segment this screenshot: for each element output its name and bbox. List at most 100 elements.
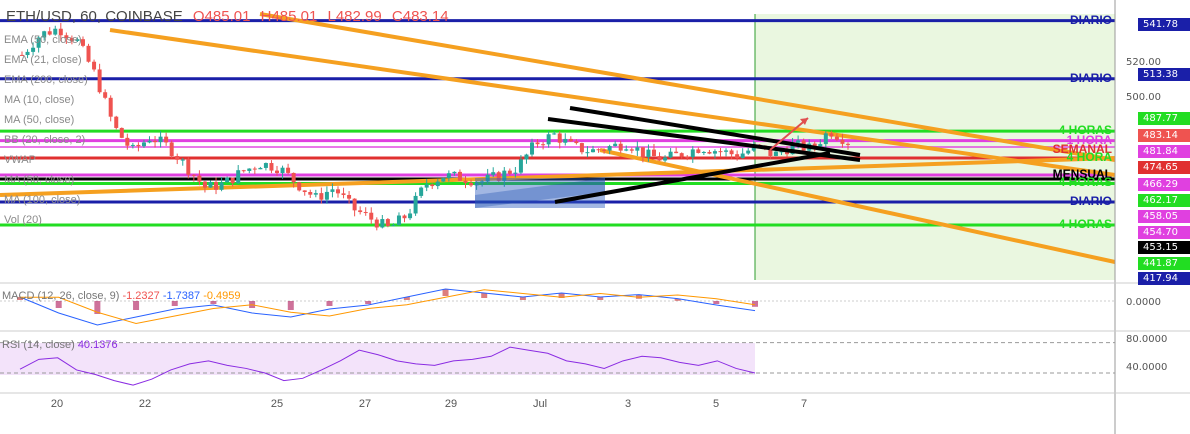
candle-body: [147, 140, 152, 143]
macd-histogram-bar: [481, 293, 488, 298]
candle-body: [180, 159, 185, 161]
candle-body: [469, 182, 474, 186]
macd-histogram-bar: [94, 301, 101, 314]
candle-body: [363, 212, 368, 214]
candle-body: [130, 144, 135, 146]
macd-label: MACD (12, 26, close, 9): [2, 290, 120, 302]
symbol-label[interactable]: ETH/USD, 60, COINBASE: [6, 8, 183, 25]
candle-body: [164, 136, 169, 143]
level-label: 4 HORA: [1066, 149, 1112, 164]
candle-body: [413, 195, 418, 214]
price-axis-tick: 500.00: [1126, 92, 1161, 103]
candle-body: [197, 175, 202, 182]
candle-body: [97, 69, 102, 93]
indicator-label[interactable]: EMA (50, close): [4, 34, 82, 46]
level-label: 4 HORAS: [1058, 123, 1112, 138]
candle-body: [374, 219, 379, 228]
price-label: 462.17: [1138, 194, 1190, 207]
time-tick: 22: [138, 398, 152, 410]
macd-histogram-bar: [713, 301, 720, 304]
candle-body: [674, 151, 679, 154]
candle-body: [80, 39, 85, 46]
macd-histogram-bar: [442, 289, 449, 296]
rsi-axis-tick: 40.0000: [1126, 362, 1168, 373]
low-value: L482.99: [327, 8, 382, 25]
indicator-label[interactable]: EMA (200, close): [4, 74, 88, 86]
candle-body: [446, 173, 451, 179]
rsi-line: [19, 346, 756, 386]
price-label: 481.84: [1138, 145, 1190, 158]
indicator-label[interactable]: MA (10, close): [4, 94, 75, 106]
indicator-label[interactable]: VWAP: [4, 154, 36, 166]
level-label: 4 HORAS: [1058, 175, 1112, 190]
indicator-label[interactable]: MA (50, close): [4, 174, 75, 186]
candle-body: [119, 127, 124, 138]
candle-body: [20, 54, 24, 56]
price-label: 474.65: [1138, 161, 1190, 174]
candle-body: [347, 194, 352, 199]
candle-body: [175, 156, 180, 160]
signal-value: -1.7387: [162, 290, 201, 302]
pattern-overlays: [475, 106, 861, 208]
triangle-line: [569, 106, 861, 157]
candle-body: [352, 198, 357, 211]
candle-body: [563, 138, 568, 143]
candle-body: [790, 142, 795, 155]
signal-line: [20, 289, 756, 325]
candle-body: [524, 154, 529, 160]
candle-body: [391, 225, 396, 227]
macd-line: [19, 288, 756, 326]
candle-body: [396, 215, 401, 226]
candle-body: [302, 190, 307, 193]
candle-body: [186, 159, 191, 175]
macd-value: -1.2327: [122, 290, 160, 302]
candle-body: [568, 138, 573, 142]
candle-body: [773, 151, 778, 156]
candle-body: [125, 137, 130, 146]
candle-body: [31, 47, 36, 52]
macd-histogram-bar: [326, 301, 333, 306]
macd-histogram-bar: [365, 301, 372, 304]
rsi-pane: [0, 342, 1115, 386]
macd-histogram-bar: [635, 294, 642, 299]
level-label: SEMANAL: [1052, 142, 1112, 157]
candle-body: [679, 153, 684, 157]
candle-body: [668, 151, 673, 158]
candle-body: [651, 149, 656, 157]
indicator-label[interactable]: EMA (21, close): [4, 54, 82, 66]
price-label: 453.15: [1138, 241, 1190, 254]
candle-body: [629, 149, 634, 151]
macd-pane: [0, 288, 1115, 326]
rsi-header[interactable]: RSI (14, close) 40.1376: [2, 339, 118, 351]
candle-body: [552, 133, 557, 135]
candle-body: [618, 143, 623, 151]
candle-body: [53, 28, 58, 35]
candle-body: [740, 153, 745, 159]
rsi-axis-tick: 80.0000: [1126, 334, 1168, 345]
macd-histogram-bar: [133, 301, 140, 310]
candle-body: [502, 170, 507, 181]
candle-body: [541, 144, 546, 146]
candle-body: [42, 31, 47, 38]
candle-body: [535, 142, 540, 145]
candle-body: [86, 45, 91, 62]
indicator-label[interactable]: MA (50, close): [4, 114, 75, 126]
candle-body: [474, 182, 479, 186]
candle-body: [507, 170, 512, 174]
candle-body: [402, 215, 407, 219]
level-label: DIARIO: [1070, 70, 1112, 85]
indicator-label[interactable]: Vol (20): [4, 214, 42, 226]
price-label: 466.29: [1138, 178, 1190, 191]
candle-body: [530, 142, 535, 155]
arrow-head: [800, 118, 808, 125]
price-label: 483.14: [1138, 129, 1190, 142]
candle-body: [430, 184, 435, 187]
candle-body: [103, 92, 108, 98]
macd-header[interactable]: MACD (12, 26, close, 9) -1.2327 -1.7387 …: [2, 290, 241, 302]
candle-body: [263, 163, 268, 168]
indicator-label[interactable]: BB (20, close, 2): [4, 134, 86, 146]
indicator-label[interactable]: MA (100, close): [4, 194, 81, 206]
triangle-line: [554, 151, 831, 204]
